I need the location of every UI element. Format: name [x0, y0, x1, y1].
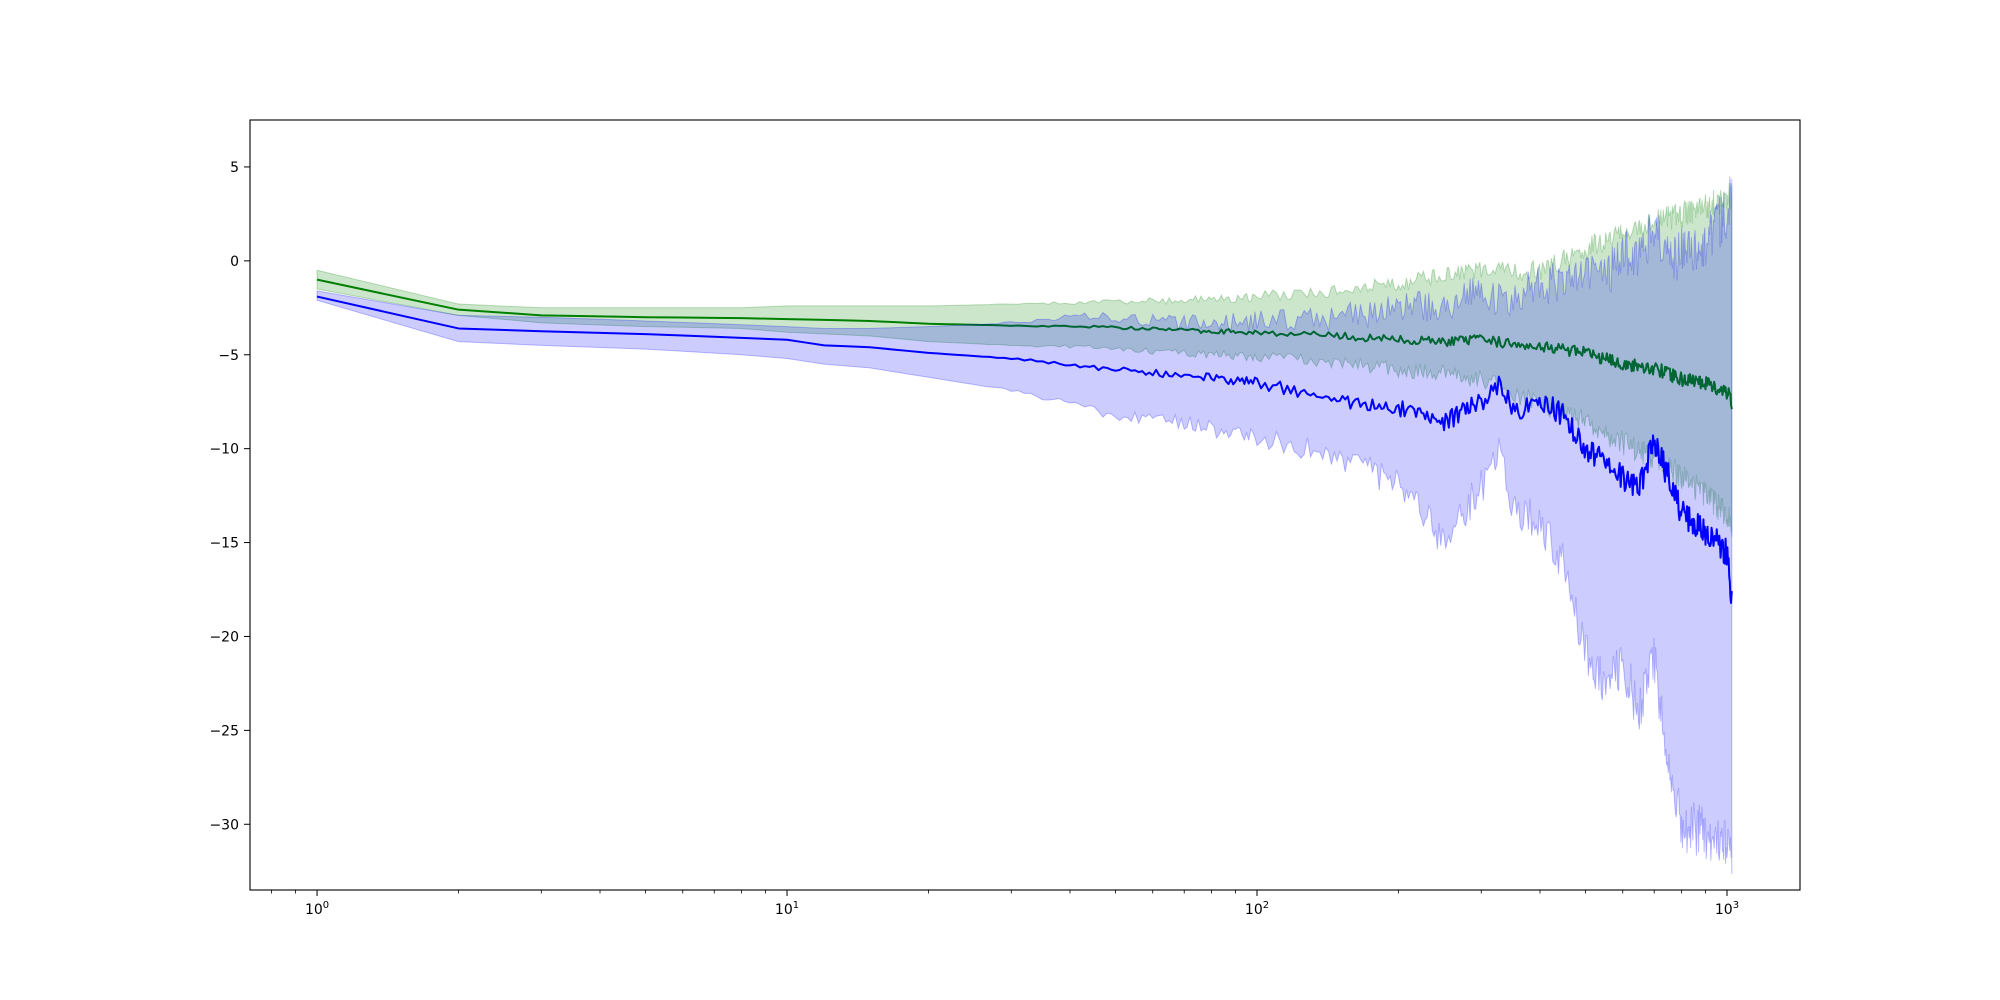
x-tick-exponent: 1: [793, 900, 799, 911]
series-0-line: [316, 278, 1733, 410]
series-layer: [316, 176, 1733, 875]
y-tick-label: 0: [230, 254, 239, 270]
y-tick-label: −25: [209, 723, 239, 739]
y-tick-label: 5: [230, 160, 239, 176]
y-axis: 5 0 −5 −10 −15 −20 −25 −30: [209, 160, 250, 833]
y-tick-label: −10: [209, 442, 239, 458]
y-tick-label: −20: [209, 629, 239, 645]
x-tick-exponent: 0: [323, 900, 329, 911]
series-1-band: [316, 176, 1733, 875]
y-tick-label: −15: [209, 536, 239, 552]
x-tick-exponent: 3: [1733, 900, 1739, 911]
series-1-line: [316, 295, 1733, 604]
plot-frame: [249, 119, 1801, 891]
y-tick-label: −5: [218, 348, 239, 364]
series-0-band: [316, 182, 1733, 537]
y-tick-label: −30: [209, 817, 239, 833]
x-tick-exponent: 2: [1263, 900, 1269, 911]
